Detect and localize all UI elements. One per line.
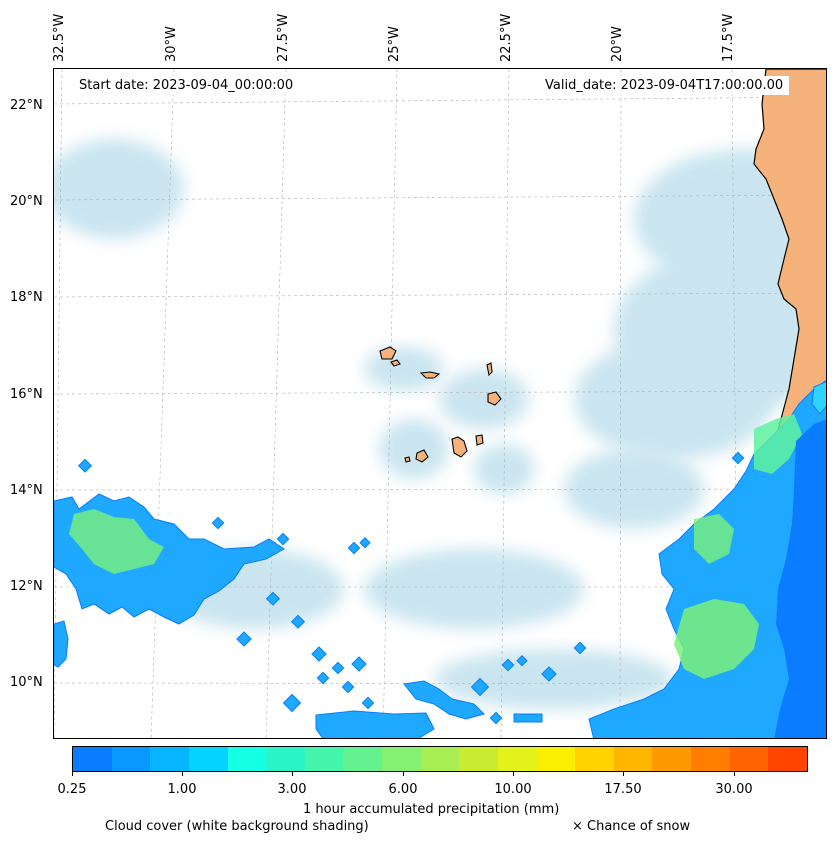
precip-east-coast-band: [774, 419, 826, 738]
colorbar-tick-1-00: 1.00: [167, 782, 197, 797]
sao-nicolau-island: [419, 371, 441, 379]
colorbar-cell: [459, 747, 498, 771]
precipitation-colorbar: [72, 746, 808, 772]
lon-label-17-5w: 17.5°W: [721, 13, 736, 62]
cloud-cover-layer: [54, 139, 826, 709]
colorbar-tick-10-00: 10.00: [494, 782, 532, 797]
precip-west-core: [69, 509, 164, 574]
lat-label-22n: 22°N: [10, 98, 43, 113]
precipitation-layer: [54, 379, 826, 738]
valid-date-label: Valid_date: 2023-09-04T17:00:00.00: [539, 76, 790, 95]
santo-antao-island: [379, 346, 397, 360]
colorbar-tick-17-50: 17.50: [604, 782, 642, 797]
colorbar-cell: [691, 747, 730, 771]
colorbar-tickmark: [72, 772, 73, 776]
precip-east-core-a: [754, 414, 802, 474]
colorbar-tickmark: [182, 772, 183, 776]
sao-vicente-island: [390, 359, 401, 367]
colorbar-cell: [266, 747, 305, 771]
precip-cells: [77, 451, 745, 725]
colorbar-cell: [575, 747, 614, 771]
lon-label-27-5w: 27.5°W: [276, 13, 291, 62]
colorbar-tick-0-25: 0.25: [57, 782, 87, 797]
lon-label-32-5w: 32.5°W: [52, 13, 67, 62]
colorbar-tickmark: [623, 772, 624, 776]
map-canvas: [54, 69, 826, 738]
colorbar-cell: [536, 747, 576, 771]
precip-west-spot: [54, 620, 69, 668]
colorbar-cell: [768, 747, 807, 771]
colorbar-cell: [420, 747, 460, 771]
cape-verde-islands: [379, 346, 502, 463]
colorbar-tickmark: [292, 772, 293, 776]
colorbar-tick-3-00: 3.00: [277, 782, 307, 797]
lat-label-10n: 10°N: [10, 675, 43, 690]
precip-east-core-c: [694, 514, 734, 564]
lat-label-16n: 16°N: [10, 387, 43, 402]
boa-vista-island: [487, 391, 502, 406]
colorbar-cell: [729, 747, 769, 771]
colorbar-tickmark: [513, 772, 514, 776]
lat-label-20n: 20°N: [10, 194, 43, 209]
colorbar-tick-30-00: 30.00: [715, 782, 753, 797]
fogo-island: [415, 449, 429, 463]
colorbar-tickmark: [403, 772, 404, 776]
lon-label-25w: 25°W: [387, 26, 402, 62]
colorbar-cell: [227, 747, 267, 771]
sal-island: [486, 362, 493, 377]
lat-label-12n: 12°N: [10, 579, 43, 594]
colorbar-cell: [497, 747, 537, 771]
santiago-island: [451, 436, 468, 458]
colorbar-cell: [304, 747, 344, 771]
cloud-cover-legend: Cloud cover (white background shading): [105, 819, 369, 834]
lon-label-22-5w: 22.5°W: [499, 13, 514, 62]
lon-label-30w: 30°W: [164, 26, 179, 62]
colorbar-title: 1 hour accumulated precipitation (mm): [303, 802, 560, 817]
snow-legend: × Chance of snow: [572, 819, 691, 834]
precip-south-strip: [315, 710, 435, 738]
start-date-label: Start date: 2023-09-04_00:00:00: [73, 76, 300, 95]
lat-label-18n: 18°N: [10, 290, 43, 305]
maio-island: [475, 434, 484, 446]
precip-coast-edge: [811, 381, 826, 415]
colorbar-cell: [150, 747, 189, 771]
colorbar-cell: [188, 747, 228, 771]
colorbar-cell: [613, 747, 653, 771]
colorbar-cell: [111, 747, 151, 771]
colorbar-tickmark: [734, 772, 735, 776]
lon-label-20w: 20°W: [610, 26, 625, 62]
precip-south-east: [403, 680, 485, 720]
colorbar-tick-6-00: 6.00: [388, 782, 418, 797]
colorbar-cell: [73, 747, 112, 771]
precip-east-core-b: [674, 599, 759, 679]
colorbar-cell: [382, 747, 421, 771]
colorbar-cell: [652, 747, 691, 771]
map-panel[interactable]: [53, 68, 827, 739]
brava-island: [404, 456, 411, 463]
lat-label-14n: 14°N: [10, 483, 43, 498]
colorbar-cell: [343, 747, 382, 771]
